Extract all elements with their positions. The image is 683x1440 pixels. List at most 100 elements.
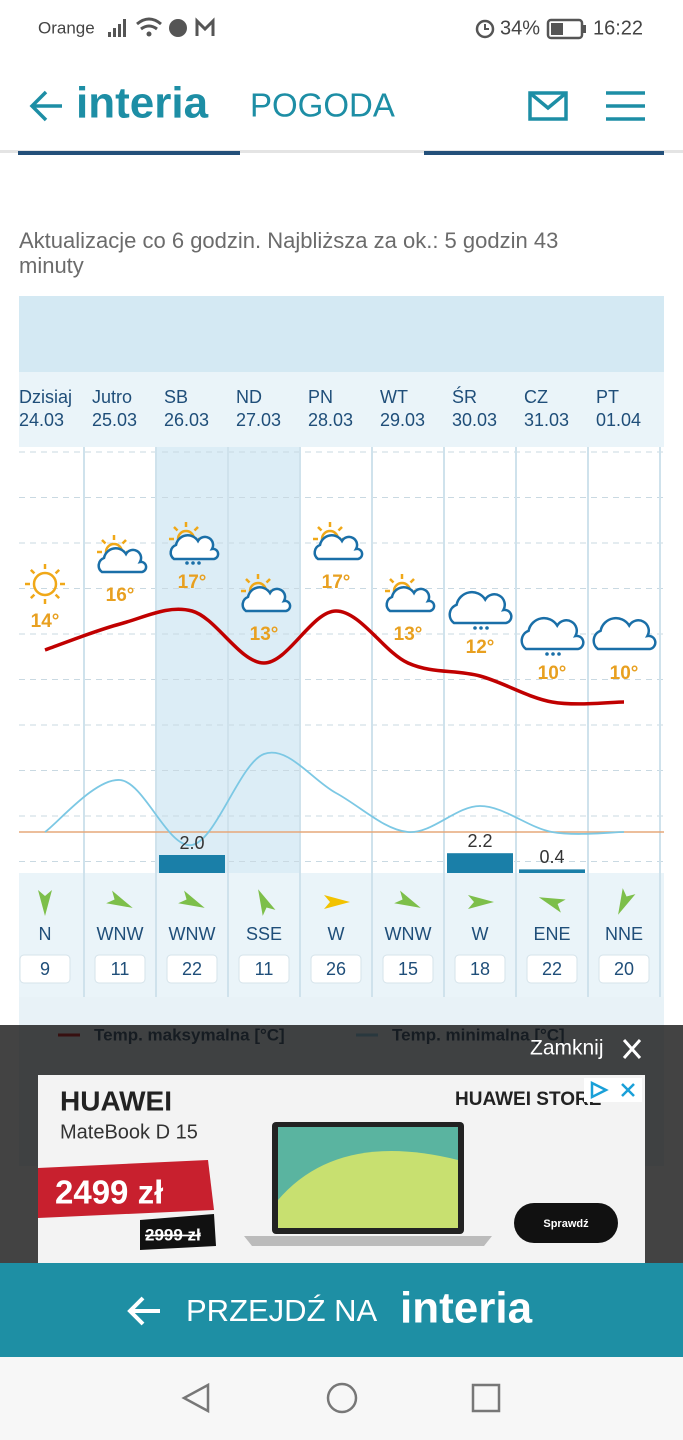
wind-speed: 9 [40,959,50,979]
wind-speed-box [19,954,71,984]
menu-button[interactable] [606,91,645,121]
max-temp-label: 10° [538,663,567,684]
logo[interactable]: interia [76,79,209,128]
date-label: 25.03 [92,410,137,430]
precipitation-label: 2.0 [179,833,204,853]
update-notice: Aktualizacje co 6 godzin. Najbliższa za … [19,228,558,253]
wind-speed-box [238,954,290,984]
weather-cloud [592,616,657,651]
weather-sun-ray [54,593,61,600]
section-name: POGODA [250,87,395,124]
wind-speed-box [526,954,578,984]
wind-speed: 18 [470,959,490,979]
price-tag [38,1160,214,1218]
weather-drop [485,626,489,630]
days-header [19,372,664,447]
wind-direction: SSE [246,924,282,944]
max-temp-label: 14° [31,611,60,632]
wind-speed-box [310,954,362,984]
wind-arrow [394,890,421,908]
old-price-tag [140,1214,216,1250]
back-button[interactable] [29,90,62,122]
wind-arrow [538,897,566,913]
weather-cloud [448,590,513,625]
wind-direction: WNW [169,924,216,944]
day-label: CZ [524,387,548,407]
nav-back[interactable] [181,1382,210,1414]
mail-button[interactable] [528,91,568,121]
status-icons [108,17,586,40]
max-temp-label: 17° [178,572,207,593]
weather-sun-ray [337,526,343,532]
forecast-chart: Dzisiaj 24.03 Jutro 25.03 SB 26.03 ND 27.03 PN 28… [19,386,664,997]
banner-text[interactable]: PRZEJDŹ NA [186,1293,378,1328]
wind-direction: W [472,924,489,944]
day-label: WT [380,387,408,407]
ad-choices[interactable] [584,1078,642,1102]
max-temp-label: 16° [106,585,135,606]
wind-direction: WNW [385,924,432,944]
app-header [0,55,683,151]
wind-arrow [324,895,350,909]
ad-cta[interactable] [514,1203,618,1243]
ad-store: HUAWEI STORE [455,1089,601,1110]
weather-drop [197,561,201,565]
wind-speed: 26 [326,959,346,979]
ad-close-icon[interactable] [622,1039,642,1059]
max-temp-label: 12° [466,637,495,658]
wind-speed-box [166,954,218,984]
weather-sun-ray [54,568,61,575]
precipitation-bar [159,855,225,873]
wind-speed: 11 [255,959,274,979]
weather-sun-ray [101,539,107,545]
date-label: 29.03 [380,410,425,430]
wind-direction: N [39,924,52,944]
max-temp-label: 13° [394,624,423,645]
nav-recent[interactable] [471,1383,501,1413]
precipitation-bar [447,853,513,873]
date-label: 24.03 [19,410,64,430]
banner-arrow [127,1296,160,1326]
ad-close[interactable]: Zamknij [530,1037,604,1060]
wind-arrow [258,889,276,916]
wind-speed-box [598,954,650,984]
weather-drop [191,561,195,565]
date-label: 31.03 [524,410,569,430]
temperature-line [44,607,625,706]
weather-sun-ray [389,578,395,584]
weather-cloud [313,534,364,561]
weather-cloud [169,534,220,561]
precipitation-label: 0.4 [539,847,564,867]
banner-logo[interactable]: interia [400,1284,533,1333]
ad-price: 2499 zł [55,1174,163,1211]
wind-arrow [106,890,133,908]
carrier: Orange [38,18,95,37]
ad-cta-label[interactable]: Sprawdź [543,1218,589,1230]
max-temp-label: 13° [250,624,279,645]
day-label: SB [164,387,188,407]
date-label: 26.03 [164,410,209,430]
weather-sun-ray [409,578,415,584]
weather-cloud [520,616,585,651]
header-shadow [0,150,683,153]
weather-cloud [241,586,292,613]
wind-direction: W [328,924,345,944]
day-label: PN [308,387,333,407]
panel-top [19,296,664,372]
plot-area [19,447,664,873]
wind-direction: NNE [605,924,643,944]
day-label: Dzisiaj [19,387,72,407]
weekend-shade [156,447,228,873]
date-label: 01.04 [596,410,641,430]
weather-sun-ray [193,526,199,532]
max-temp-label: 17° [322,572,351,593]
wind-arrow [38,890,52,916]
nav-home[interactable] [326,1382,358,1414]
clock: 16:22 [593,17,643,39]
app-banner[interactable] [0,1263,683,1357]
wind-speed: 22 [182,959,202,979]
day-label: ŚR [452,386,477,407]
precipitation-label: 2.2 [467,831,492,851]
weather-sun-ray [317,526,323,532]
